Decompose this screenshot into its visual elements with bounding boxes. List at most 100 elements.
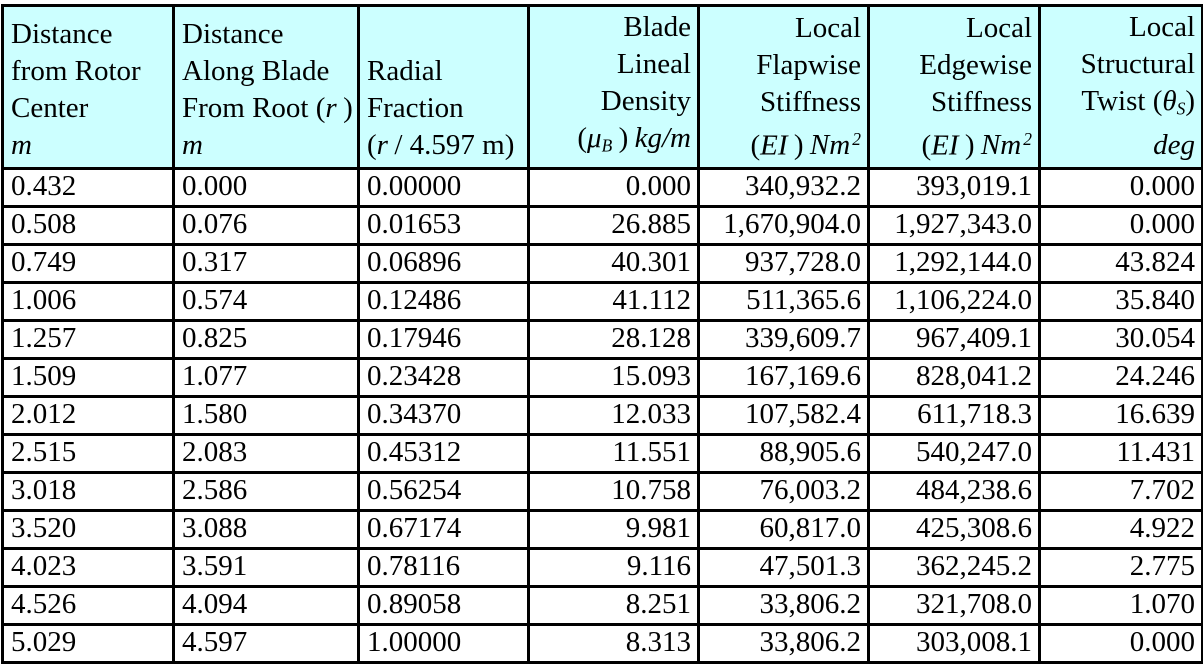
table-cell: 540,247.0 [867,433,1041,475]
table-cell: 4.094 [172,585,360,627]
table-cell: 167,169.6 [697,357,870,399]
table-cell: 0.67174 [357,509,530,551]
table-cell: 0.000 [1038,623,1203,665]
table-cell: 0.78116 [357,547,530,589]
table-cell: 0.56254 [357,471,530,513]
table-cell: 484,238.6 [867,471,1041,513]
table-cell: 1.070 [1038,585,1203,627]
table-cell: 107,582.4 [697,395,870,437]
table-cell: 1.006 [1,281,175,323]
table-row: 4.526 4.094 0.89058 8.251 33,806.2 321,708.0 1… [1,585,1203,627]
table-row: 2.515 2.083 0.45312 11.551 88,905.6 540,247.0… [1,433,1203,475]
table-cell: 303,008.1 [867,623,1041,665]
table-cell: 425,308.6 [867,509,1041,551]
table-cell: 9.116 [527,547,700,589]
table-cell: 0.749 [1,243,175,285]
table-cell: 0.317 [172,243,360,285]
table-cell: 362,245.2 [867,547,1041,589]
table-row: 2.012 1.580 0.34370 12.033 107,582.4 611,718.… [1,395,1203,437]
header-unit-line: (r/ 4.597 m) [367,127,521,164]
header-line: Radial [367,55,443,88]
table-cell: 0.34370 [357,395,530,437]
table-cell: 24.246 [1038,357,1203,399]
header-text: ) [618,122,629,154]
header-text: ) [793,129,804,162]
table-cell: 35.840 [1038,281,1203,323]
table-cell: 5.029 [1,623,175,665]
table-cell: 0.508 [1,205,175,247]
table-row: 4.023 3.591 0.78116 9.116 47,501.3 362,245.2 2… [1,547,1203,589]
variable-ei: EI [931,129,959,162]
table-cell: 41.112 [527,281,700,323]
table-cell: 967,409.1 [867,319,1041,361]
table-cell: 4.526 [1,585,175,627]
table-cell: 0.000 [1038,205,1203,247]
variable-theta: θ [1162,85,1177,117]
table-cell: 0.432 [1,167,175,209]
table-cell: 1,292,144.0 [867,243,1041,285]
unit-nm: Nm [980,129,1022,162]
table-cell: 10.758 [527,471,700,513]
table-cell: 7.702 [1038,471,1203,513]
table-cell: 393,019.1 [867,167,1041,209]
table-cell: 0.000 [172,167,360,209]
header-unit-line: m [11,129,32,162]
header-unit-line: (μB) kg/m [537,120,691,164]
table-cell: 11.551 [527,433,700,475]
header-unit-line: (EI) Nm 2 [707,121,861,165]
table-row: 1.257 0.825 0.17946 28.128 339,609.7 967,409.… [1,319,1203,361]
table-cell: 340,932.2 [697,167,870,209]
table-cell: 0.825 [172,319,360,361]
header-text: ( [367,129,377,162]
header-text: ( [921,129,932,162]
table-cell: 0.06896 [357,243,530,285]
table-cell: 611,718.3 [867,395,1041,437]
col-header-local-structural-twist: Local Structural Twist (θS) deg [1038,3,1203,171]
table-cell: 15.093 [527,357,700,399]
header-line: Density [600,85,691,117]
table-cell: 76,003.2 [697,471,870,513]
header-line: Flapwise [756,48,861,81]
table-cell: 0.076 [172,205,360,247]
variable-r: r [325,92,337,125]
header-line: Lineal [616,48,691,80]
table-cell: 1.077 [172,357,360,399]
header-row: Distance from Rotor Center m Distance Al… [1,3,1203,171]
table-cell: 4.922 [1038,509,1203,551]
table-cell: 828,041.2 [867,357,1041,399]
table-cell: 8.251 [527,585,700,627]
table-cell: 60,817.0 [697,509,870,551]
header-line: Stiffness [931,85,1032,118]
table-cell: 321,708.0 [867,585,1041,627]
table-cell: 3.088 [172,509,360,551]
header-line: from Rotor [11,55,141,88]
table-cell: 1.509 [1,357,175,399]
header-line: Twist (θS) [1048,83,1195,127]
col-header-radial-fraction: Radial Fraction (r/ 4.597 m) [357,3,530,171]
table-cell: 339,609.7 [697,319,870,361]
table-cell: 0.12486 [357,281,530,323]
header-line: Local [794,11,861,44]
unit-nm: Nm [809,129,851,162]
table-cell: 1.00000 [357,623,530,665]
header-text: ) [343,92,353,125]
table-cell: 43.824 [1038,243,1203,285]
table-cell: 0.23428 [357,357,530,399]
subscript-s: S [1176,98,1186,119]
header-line: Local [965,11,1032,44]
header-line: Fraction [367,92,464,125]
table-cell: 11.431 [1038,433,1203,475]
header-text: ( [577,122,588,154]
table-cell: 2.083 [172,433,360,475]
header-line: From Root (r) [182,90,353,127]
header-line: Distance [11,18,113,51]
table-cell: 0.45312 [357,433,530,475]
table-cell: 9.981 [527,509,700,551]
table-cell: 0.17946 [357,319,530,361]
col-header-local-edgewise-stiffness: Local Edgewise Stiffness (EI) Nm 2 [867,3,1041,171]
table-cell: 1,670,904.0 [697,205,870,247]
table-row: 3.520 3.088 0.67174 9.981 60,817.0 425,308.6 4… [1,509,1203,551]
header-text: ) [964,129,975,162]
table-row: 3.018 2.586 0.56254 10.758 76,003.2 484,238.6… [1,471,1203,513]
header-unit-line: m [182,129,203,162]
